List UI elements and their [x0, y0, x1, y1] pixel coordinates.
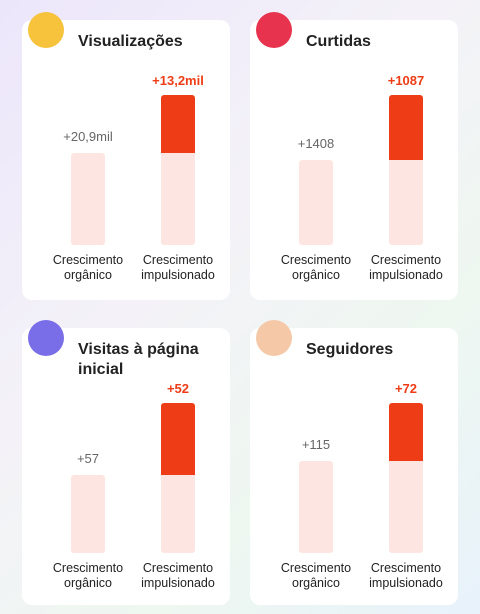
bar-boosted	[389, 403, 423, 461]
value-label: +20,9mil	[63, 129, 113, 145]
value-label: +1408	[297, 136, 335, 152]
card: Curtidas Crescimento orgânico Crescimento …	[250, 20, 458, 300]
card-title: Seguidores	[306, 341, 394, 358]
bar-boosted-base	[161, 153, 195, 245]
value-label: +13,2mil	[152, 73, 204, 88]
category-label: Crescimento impulsionado	[141, 561, 215, 590]
card: Visualizações Crescimento orgânico Crescim…	[22, 20, 230, 300]
category-label: Crescimento orgânico	[52, 253, 124, 282]
category-label: Crescimento orgânico	[280, 253, 352, 282]
bar-organic	[299, 460, 333, 553]
value-label: +115	[301, 436, 331, 452]
category-label: Crescimento impulsionado	[141, 253, 215, 282]
card-title: Curtidas	[306, 33, 371, 50]
value-label: +57	[76, 450, 100, 466]
bar-boosted-base	[161, 474, 195, 553]
category-label: Crescimento orgânico	[280, 561, 352, 590]
bar-organic	[71, 153, 105, 245]
bar-organic	[299, 160, 333, 245]
icon	[28, 320, 64, 356]
bar-boosted	[161, 403, 195, 475]
bar-boosted	[161, 95, 195, 154]
category-label: Crescimento impulsionado	[369, 253, 443, 282]
value-label: +1087	[387, 73, 425, 88]
card: Seguidores Crescimento orgânico Cresciment…	[250, 328, 458, 605]
bar-boosted-base	[389, 460, 423, 553]
icon	[256, 320, 292, 356]
card: Visitas à página inicial Crescimento orgâ…	[22, 328, 230, 605]
value-label: +72	[394, 381, 418, 396]
bar-boosted	[389, 95, 423, 161]
bar-organic	[71, 474, 105, 553]
value-label: +52	[166, 381, 190, 396]
card-title: Visitas à página inicial	[78, 341, 199, 378]
icon	[28, 12, 64, 48]
category-label: Crescimento orgânico	[52, 561, 124, 590]
icon	[256, 12, 292, 48]
card-title: Visualizações	[78, 33, 183, 50]
bar-boosted-base	[389, 160, 423, 245]
category-label: Crescimento impulsionado	[369, 561, 443, 590]
